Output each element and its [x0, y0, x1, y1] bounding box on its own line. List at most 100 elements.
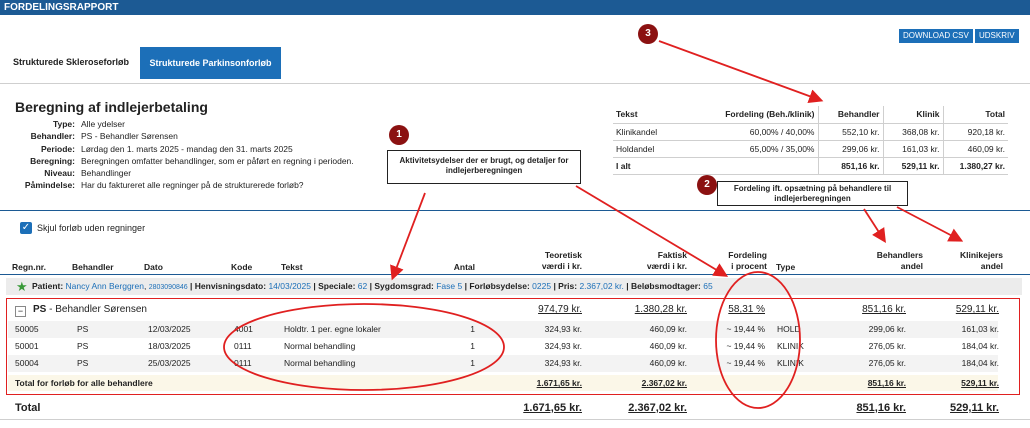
- col-klinikejers-andel: Klinikejers andel: [960, 250, 1003, 271]
- patient-row: Patient: Nancy Ann Berggren, 2803090846 …: [6, 278, 1022, 295]
- cell-type: KLINIK: [777, 358, 804, 368]
- star-icon: ★: [16, 279, 28, 294]
- hide-empty-checkbox[interactable]: ✓: [20, 222, 32, 234]
- cell-faktisk: 460,09 kr.: [649, 324, 687, 334]
- cell-antal: 1: [470, 324, 475, 334]
- grand-total-teoretisk: 1.671,65 kr.: [523, 402, 582, 414]
- group-teoretisk[interactable]: 974,79 kr.: [538, 304, 582, 315]
- summary-cell: Holdandel: [613, 140, 698, 158]
- summary-header: Klinik: [882, 106, 943, 124]
- cell-antal: 1: [470, 341, 475, 351]
- cell-klinik-andel: 161,03 kr.: [961, 324, 999, 334]
- cell-regnr: 50005: [15, 324, 39, 334]
- info-label: Beregning:: [30, 155, 75, 166]
- summary-cell: 529,11 kr.: [882, 157, 943, 175]
- summary-cell: 1.380,27 kr.: [942, 157, 1008, 175]
- annotation-ellipse-text: [223, 303, 505, 391]
- group-faktisk[interactable]: 1.380,28 kr.: [634, 304, 687, 315]
- patient-field-label: | Speciale:: [310, 281, 358, 291]
- cell-fordeling: ~ 19,44 %: [726, 358, 765, 368]
- cell-behandler: PS: [77, 358, 89, 368]
- row-bg: [8, 375, 998, 391]
- callout-activity: Aktivitetsydelser der er brugt, og detal…: [387, 150, 581, 184]
- page-title: Beregning af indlejerbetaling: [15, 99, 208, 115]
- patient-name[interactable]: Nancy Ann Berggren: [65, 281, 144, 291]
- cell-kode: 4001: [234, 324, 253, 334]
- info-value: Behandlinger: [81, 168, 132, 179]
- col-faktisk: Faktisk værdi i kr.: [646, 250, 687, 271]
- patient-modtager: 65: [703, 281, 713, 291]
- patient-speciale: 62: [357, 281, 368, 291]
- patient-sygdom: Fase 5: [436, 281, 463, 291]
- col-behandlers-andel: Behandlers andel: [876, 250, 923, 271]
- patient-field-label: | Sygdomsgrad:: [367, 281, 437, 291]
- cell-klinik-andel: 184,04 kr.: [961, 358, 999, 368]
- header-divider: [0, 274, 1030, 275]
- grand-total-klinik: 529,11 kr.: [950, 402, 999, 414]
- summary-cell: 920,18 kr.: [942, 123, 1008, 141]
- summary-cell: [698, 157, 818, 175]
- col-fordeling: Fordeling i procent: [728, 250, 767, 271]
- print-button[interactable]: UDSKRIV: [975, 29, 1019, 43]
- annotation-arrow-2b: [896, 206, 964, 242]
- forlob-total-klinik: 529,11 kr.: [961, 378, 999, 388]
- patient-cpr: 2803090846: [148, 284, 188, 291]
- forlob-total-label: Total for forløb for alle behandlere: [15, 378, 153, 388]
- cell-teoretisk: 324,93 kr.: [544, 341, 582, 351]
- col-teoretisk: Teoretisk værdi i kr.: [541, 250, 582, 271]
- patient-prefix: Patient:: [32, 281, 66, 291]
- info-label: Type:: [52, 119, 75, 129]
- patient-pris: 2.367,02 kr.: [579, 281, 624, 291]
- summary-cell: 60,00% / 40,00%: [698, 123, 818, 141]
- info-value: Lørdag den 1. marts 2025 - mandag den 31…: [81, 143, 293, 154]
- col-tekst: Tekst: [281, 262, 303, 272]
- cell-tekst: Normal behandling: [284, 358, 356, 368]
- annotation-ellipse-percent: [715, 271, 801, 409]
- collapse-icon[interactable]: −: [15, 306, 26, 317]
- col-antal: Antal: [453, 262, 475, 272]
- col-behandler: Behandler: [72, 262, 114, 272]
- download-csv-button[interactable]: DOWNLOAD CSV: [899, 29, 973, 43]
- hide-empty-label: Skjul forløb uden regninger: [37, 223, 146, 233]
- cell-fordeling: ~ 19,44 %: [726, 324, 765, 334]
- cell-dato: 25/03/2025: [148, 358, 191, 368]
- cell-klinik-andel: 184,04 kr.: [961, 341, 999, 351]
- info-label: Behandler:: [30, 131, 75, 142]
- group-code: PS: [33, 304, 47, 315]
- marker-1: 1: [389, 125, 409, 145]
- cell-behandler-andel: 276,05 kr.: [868, 341, 906, 351]
- cell-behandler-andel: 276,05 kr.: [868, 358, 906, 368]
- patient-field-label: | Pris:: [551, 281, 580, 291]
- cell-teoretisk: 324,93 kr.: [544, 358, 582, 368]
- col-regnr: Regn.nr.: [12, 262, 47, 272]
- group-behandler[interactable]: 851,16 kr.: [862, 304, 906, 315]
- cell-kode: 0111: [234, 341, 252, 351]
- patient-field-label: | Forløbsydelse:: [462, 281, 533, 291]
- summary-row: Klinikandel 60,00% / 40,00% 552,10 kr. 3…: [613, 123, 1008, 141]
- info-label: Periode:: [40, 143, 75, 154]
- forlob-total-teoretisk: 1.671,65 kr.: [536, 378, 582, 388]
- group-fordeling[interactable]: 58,31 %: [728, 304, 765, 315]
- tab-sclerosis[interactable]: Strukturede Skleroseforløb: [13, 57, 130, 67]
- annotation-arrow-1: [390, 192, 426, 281]
- cell-type: HOLD: [777, 324, 801, 334]
- summary-header: Total: [942, 106, 1008, 124]
- group-klinik[interactable]: 529,11 kr.: [955, 304, 999, 315]
- col-type: Type: [776, 262, 796, 272]
- patient-henvisning: 14/03/2025: [268, 281, 311, 291]
- cell-teoretisk: 324,93 kr.: [544, 324, 582, 334]
- annotation-arrow-2a: [863, 208, 886, 244]
- cell-type: KLINIK: [777, 341, 804, 351]
- cell-behandler: PS: [77, 324, 89, 334]
- divider: [0, 83, 1030, 84]
- patient-field-label: | Beløbsmodtager:: [623, 281, 704, 291]
- info-value: Har du faktureret alle regninger på de s…: [81, 180, 304, 191]
- row-bg: [8, 355, 998, 372]
- row-bg: [8, 321, 998, 338]
- summary-header: Tekst: [613, 106, 698, 124]
- tab-parkinson[interactable]: Strukturede Parkinsonforløb: [140, 47, 281, 79]
- cell-dato: 18/03/2025: [148, 341, 191, 351]
- patient-field-label: | Henvisningsdato:: [187, 281, 269, 291]
- summary-cell: 161,03 kr.: [882, 140, 943, 158]
